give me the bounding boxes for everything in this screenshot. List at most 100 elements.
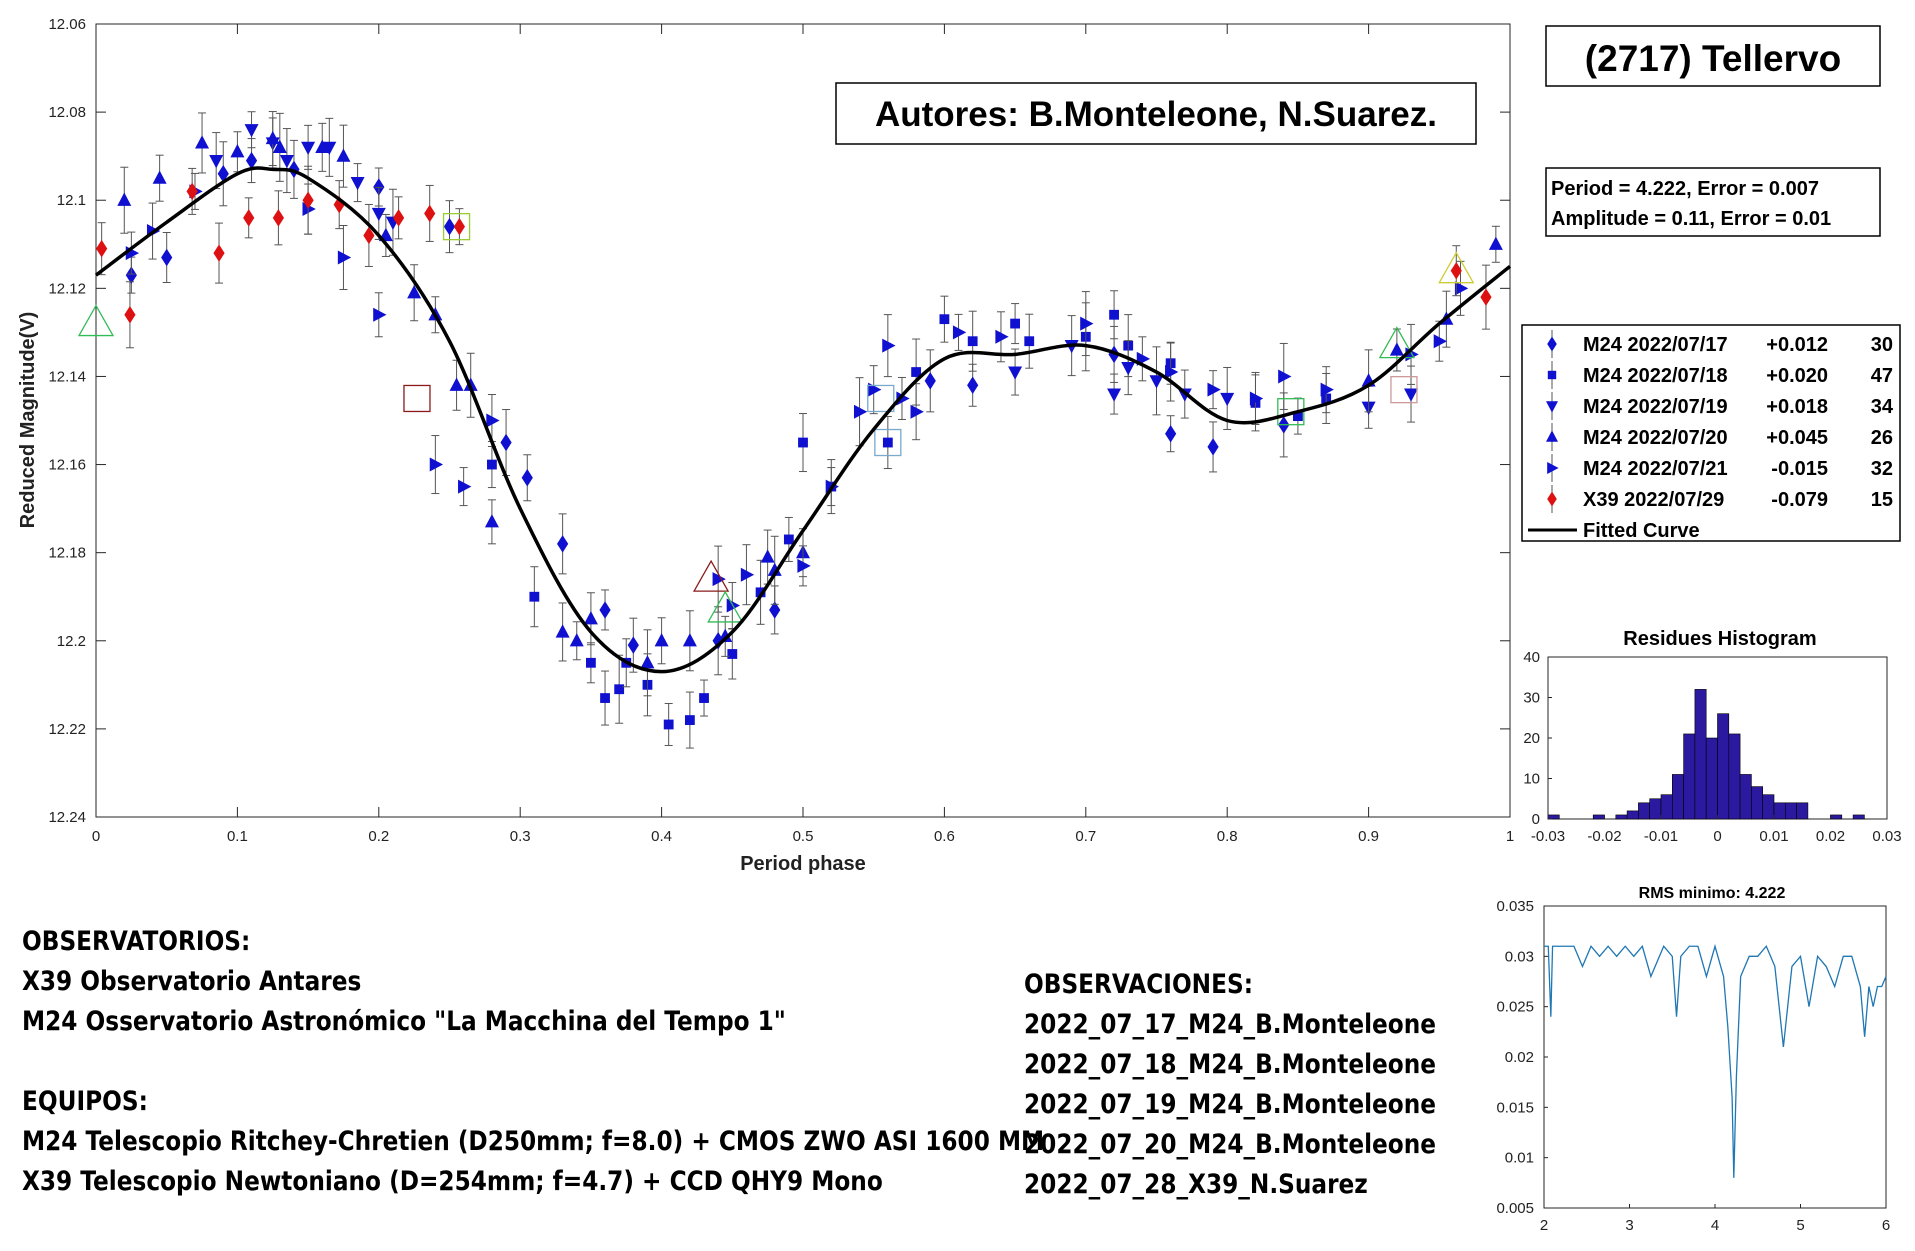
data-point (209, 154, 224, 169)
data-point (740, 567, 755, 582)
y-tick-label: 12.12 (48, 280, 86, 297)
y-tick-label: 12.18 (48, 545, 86, 562)
data-point (1320, 382, 1334, 397)
histogram-bar (1739, 774, 1752, 820)
data-point (967, 376, 979, 395)
x-tick-label: 0.6 (934, 828, 955, 845)
legend-count: 32 (1871, 458, 1893, 480)
observaciones-heading: OBSERVACIONES: (1024, 969, 1254, 1000)
data-point (301, 141, 316, 156)
data-point (599, 601, 611, 619)
data-point (213, 244, 225, 262)
residues-histogram: Residues Histogram 0 10 20 30 40 -0.03 -0.02 -0… (1523, 628, 1901, 845)
data-point (627, 636, 639, 654)
outlier-highlight (442, 213, 471, 241)
rms-y-tick-label: 0.01 (1505, 1150, 1534, 1167)
data-point (1121, 362, 1136, 376)
equipos-heading: EQUIPOS: (22, 1086, 148, 1117)
data-point (755, 587, 766, 598)
legend-label: Fitted Curve (1583, 520, 1700, 542)
data-point (350, 177, 365, 191)
main-plot: 12.0612.0812.112.1212.1412.1612.1812.212… (17, 16, 1901, 875)
authors-box (835, 82, 1477, 145)
data-point (586, 657, 596, 668)
x-tick-label: 1 (1506, 828, 1514, 845)
legend-label: M24 2022/07/17 (1583, 334, 1728, 356)
histogram-bar (1694, 689, 1707, 820)
data-point (663, 719, 674, 730)
data-point (244, 124, 259, 138)
observacion-line: 2022_07_18_M24_B.Monteleone (1024, 1049, 1437, 1080)
data-point (882, 437, 893, 448)
histogram-y-tick-label: 20 (1523, 730, 1540, 747)
observacion-line: 2022_07_17_M24_B.Monteleone (1024, 1009, 1437, 1040)
data-point (924, 372, 936, 390)
observaciones-block: OBSERVACIONES: 2022_07_17_M24_B.Monteleo… (1024, 965, 1436, 1205)
data-point (124, 306, 136, 324)
outlier-highlight (1438, 251, 1475, 284)
data-point (521, 469, 533, 487)
legend-box (1521, 324, 1901, 542)
data-point (557, 535, 569, 553)
histogram-bar (1785, 802, 1797, 820)
data-point (640, 655, 655, 669)
data-point (458, 479, 472, 494)
data-point (486, 413, 500, 428)
data-point (117, 192, 132, 206)
data-point (1165, 365, 1179, 380)
histogram-x-tick-label: 0.02 (1816, 828, 1845, 845)
main-data-points (77, 111, 1503, 749)
data-point (1404, 388, 1419, 402)
data-point (288, 160, 300, 179)
data-point (684, 715, 695, 725)
data-point (614, 684, 625, 695)
data-point (1008, 366, 1023, 380)
data-point (1080, 316, 1094, 331)
data-point (161, 248, 173, 267)
rms-x-tick-label: 3 (1625, 1217, 1633, 1234)
outlier-highlight (403, 384, 431, 413)
y-tick-label: 12.1 (57, 192, 86, 209)
data-point (1165, 424, 1177, 443)
data-point (484, 514, 499, 528)
legend-marker (1547, 491, 1557, 507)
rms-x-tick-label: 4 (1711, 1217, 1719, 1234)
data-point (272, 209, 285, 227)
rms-x-tick-label: 6 (1882, 1217, 1890, 1234)
y-tick-label: 12.16 (48, 457, 86, 474)
equipo-line: M24 Telescopio Ritchey-Chretien (D250mm;… (22, 1126, 1045, 1157)
data-point (569, 633, 584, 647)
legend-marker (1547, 370, 1557, 380)
histogram-x-tick-label: 0.01 (1759, 828, 1788, 845)
data-point (302, 202, 316, 217)
data-point (453, 217, 465, 236)
data-point (1220, 392, 1235, 407)
observacion-line: 2022_07_28_X39_N.Suarez (1024, 1169, 1368, 1200)
x-tick-label: 0.3 (510, 828, 531, 845)
rms-y-tick-label: 0.035 (1496, 898, 1534, 915)
legend-label: M24 2022/07/20 (1583, 427, 1728, 449)
title-box (1545, 25, 1881, 87)
data-point (500, 433, 512, 452)
y-tick-label: 12.2 (57, 633, 86, 650)
x-tick-label: 0.7 (1075, 828, 1096, 845)
outlier-highlight (77, 304, 115, 337)
histogram-ticks: 0 10 20 30 40 -0.03 -0.02 -0.01 0 0.01 0.02 0.03 (1523, 649, 1901, 845)
y-tick-label: 12.14 (48, 368, 86, 385)
legend-offset: +0.020 (1766, 365, 1828, 387)
histogram-bar (1705, 737, 1718, 820)
histogram-x-tick-label: 0.03 (1872, 828, 1901, 845)
data-point (1207, 438, 1219, 456)
legend-offset: +0.045 (1766, 427, 1828, 449)
y-tick-label: 12.08 (48, 104, 86, 121)
data-point (529, 591, 540, 602)
rms-line (1544, 943, 1887, 1178)
legend: M24 2022/07/17 +0.012 30 M24 2022/07/18 +0.0… (1528, 330, 1894, 542)
data-point (1293, 411, 1303, 421)
main-ylabel: Reduced Magnitude(V) (17, 312, 39, 529)
histogram-x-tick-label: 0 (1713, 828, 1721, 845)
data-point (583, 611, 598, 625)
authors-text: Autores: B.Monteleone, N.Suarez. (875, 95, 1437, 134)
data-point (699, 693, 709, 703)
